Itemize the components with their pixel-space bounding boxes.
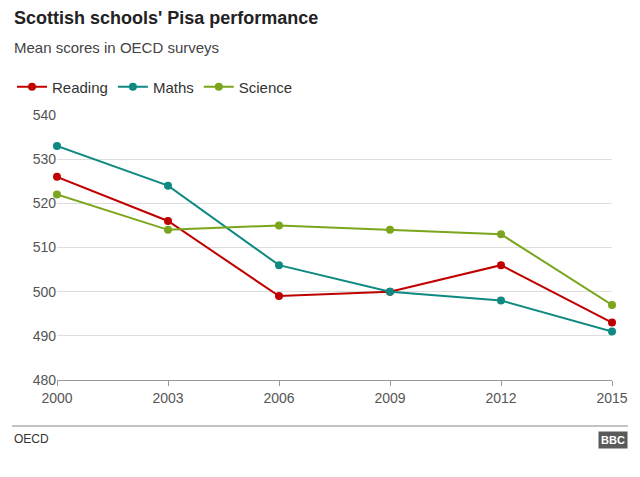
svg-text:BBC: BBC xyxy=(601,434,625,446)
svg-text:2012: 2012 xyxy=(485,390,516,406)
svg-text:490: 490 xyxy=(33,328,57,344)
svg-text:540: 540 xyxy=(33,107,57,123)
svg-text:OECD: OECD xyxy=(14,432,49,446)
svg-text:2000: 2000 xyxy=(41,390,72,406)
svg-text:2006: 2006 xyxy=(263,390,294,406)
svg-text:2015: 2015 xyxy=(596,390,627,406)
svg-text:Maths: Maths xyxy=(153,79,194,96)
svg-text:2003: 2003 xyxy=(152,390,183,406)
svg-text:Science: Science xyxy=(239,79,292,96)
svg-text:530: 530 xyxy=(33,151,57,167)
svg-text:Mean scores in OECD surveys: Mean scores in OECD surveys xyxy=(14,39,219,56)
svg-text:Scottish schools' Pisa perform: Scottish schools' Pisa performance xyxy=(14,8,318,28)
svg-text:500: 500 xyxy=(33,284,57,300)
svg-text:520: 520 xyxy=(33,195,57,211)
svg-text:480: 480 xyxy=(33,372,57,388)
svg-text:2009: 2009 xyxy=(374,390,405,406)
svg-text:Reading: Reading xyxy=(52,79,108,96)
svg-text:510: 510 xyxy=(33,239,57,255)
